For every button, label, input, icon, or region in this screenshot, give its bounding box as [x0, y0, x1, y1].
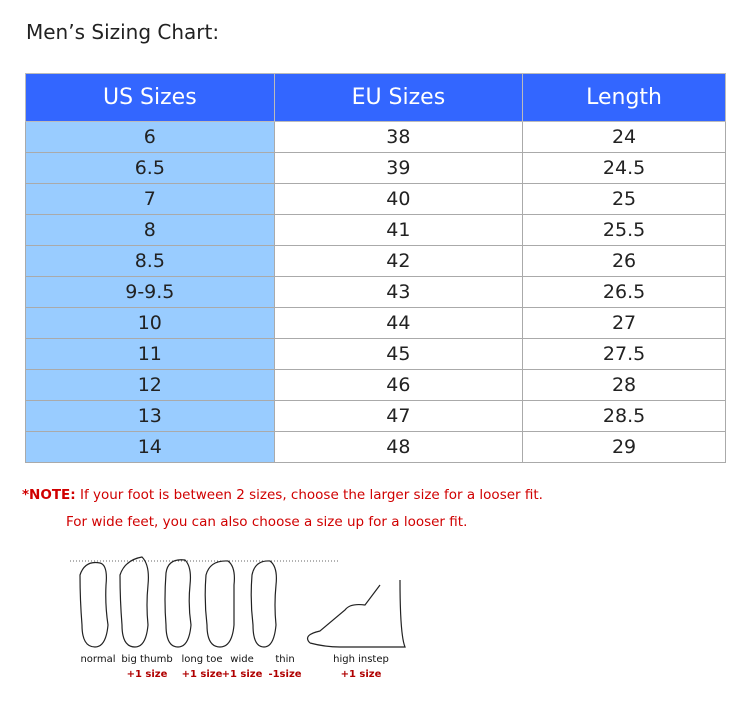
size-adjustment: +1 size	[126, 669, 168, 680]
table-row: 12 46 28	[25, 369, 726, 401]
eu-size-cell: 48	[273, 431, 524, 463]
us-size-cell: 6.5	[25, 152, 275, 184]
length-cell: 29	[522, 431, 726, 463]
length-cell: 24	[522, 121, 726, 153]
foot-big-thumb-icon	[119, 556, 149, 648]
us-size-cell: 6	[25, 121, 275, 153]
foot-type-label: big thumb	[121, 654, 173, 665]
note-line-1: *NOTE: If your foot is between 2 sizes, …	[22, 487, 543, 503]
eu-size-cell: 46	[273, 369, 524, 401]
size-adjustment: +1 size	[340, 669, 382, 680]
us-size-cell: 13	[25, 400, 275, 432]
table-row: 14 48 29	[25, 431, 726, 463]
foot-type-label: long toe	[181, 654, 223, 665]
foot-thin-icon	[250, 560, 277, 648]
length-cell: 26	[522, 245, 726, 277]
size-chart-table: US Sizes EU Sizes Length 6 38 24 6.5 39 24.5 7…	[25, 73, 726, 463]
note-prefix: *NOTE:	[22, 487, 76, 503]
header-us: US Sizes	[25, 73, 275, 122]
foot-wide-icon	[204, 560, 235, 648]
eu-size-cell: 42	[273, 245, 524, 277]
length-cell: 26.5	[522, 276, 726, 308]
us-size-cell: 9-9.5	[25, 276, 275, 308]
header-eu: EU Sizes	[273, 73, 524, 122]
note-line-2: For wide feet, you can also choose a siz…	[66, 514, 468, 530]
us-size-cell: 11	[25, 338, 275, 370]
length-cell: 27	[522, 307, 726, 339]
eu-size-cell: 47	[273, 400, 524, 432]
us-size-cell: 12	[25, 369, 275, 401]
note-text: If your foot is between 2 sizes, choose …	[75, 487, 543, 503]
eu-size-cell: 44	[273, 307, 524, 339]
length-cell: 24.5	[522, 152, 726, 184]
length-cell: 28.5	[522, 400, 726, 432]
foot-type-label: normal	[80, 654, 116, 665]
foot-long-toe-icon	[164, 559, 192, 648]
table-row: 6.5 39 24.5	[25, 152, 726, 184]
table-row: 10 44 27	[25, 307, 726, 339]
length-cell: 25	[522, 183, 726, 215]
table-row: 6 38 24	[25, 121, 726, 153]
table-row: 8.5 42 26	[25, 245, 726, 277]
us-size-cell: 8	[25, 214, 275, 246]
us-size-cell: 8.5	[25, 245, 275, 277]
table-row: 11 45 27.5	[25, 338, 726, 370]
size-adjustment: +1 size	[221, 669, 263, 680]
foot-normal-icon	[79, 561, 109, 648]
foot-type-label: thin	[275, 654, 295, 665]
table-row: 7 40 25	[25, 183, 726, 215]
eu-size-cell: 41	[273, 214, 524, 246]
foot-type-label: high instep	[333, 654, 389, 665]
foot-types-illustration	[70, 556, 406, 648]
eu-size-cell: 38	[273, 121, 524, 153]
size-adjustment: +1 size	[181, 669, 223, 680]
eu-size-cell: 40	[273, 183, 524, 215]
table-row: 13 47 28.5	[25, 400, 726, 432]
foot-high-instep-icon	[307, 579, 406, 648]
us-size-cell: 7	[25, 183, 275, 215]
header-length: Length	[522, 73, 726, 122]
length-cell: 28	[522, 369, 726, 401]
size-adjustment: -1size	[268, 669, 302, 680]
page-title: Men’s Sizing Chart:	[26, 20, 220, 44]
foot-type-label: wide	[230, 654, 254, 665]
table-row: 8 41 25.5	[25, 214, 726, 246]
eu-size-cell: 45	[273, 338, 524, 370]
us-size-cell: 10	[25, 307, 275, 339]
length-cell: 25.5	[522, 214, 726, 246]
table-row: 9-9.5 43 26.5	[25, 276, 726, 308]
us-size-cell: 14	[25, 431, 275, 463]
eu-size-cell: 39	[273, 152, 524, 184]
eu-size-cell: 43	[273, 276, 524, 308]
length-cell: 27.5	[522, 338, 726, 370]
